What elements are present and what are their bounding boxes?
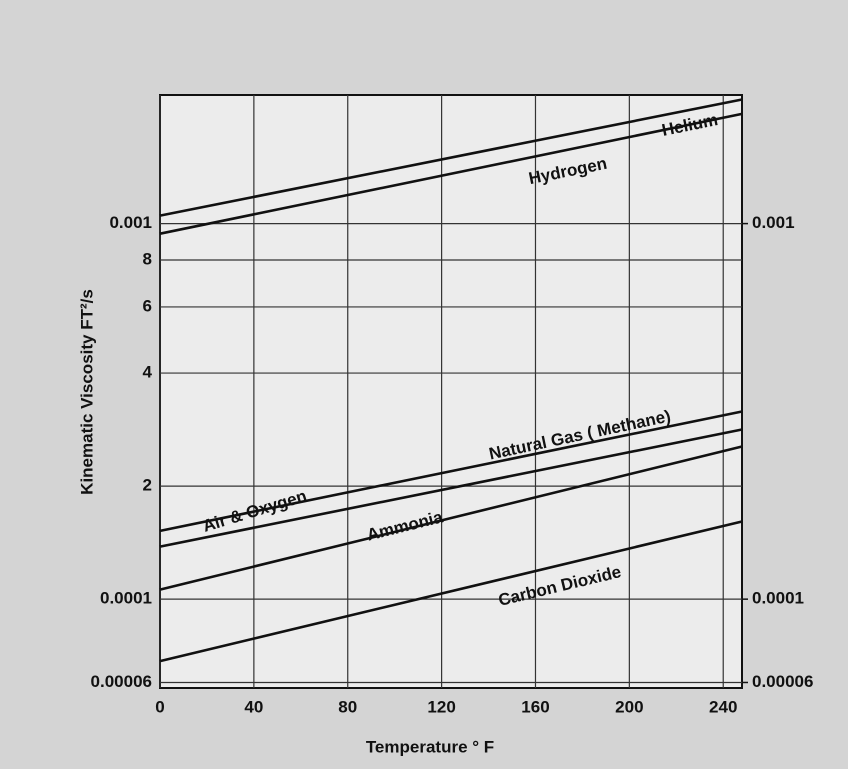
series-line [159,98,743,217]
x-tick-label: 240 [709,697,737,716]
y-tick-label: 0.001 [109,213,152,232]
x-axis-label: Temperature ° F [366,737,494,756]
y-tick-label: 8 [143,249,152,268]
y-axis-label: Kinematic Viscosity FT²/s [77,289,96,495]
series-line [159,520,743,663]
x-tick-label: 200 [615,697,643,716]
y-tick-label: 6 [143,296,152,315]
series-line [159,410,743,533]
series-line [159,112,743,235]
y-tick-label: 0.00006 [91,672,152,691]
y-tick-label: 4 [143,363,153,382]
y-tick-label: 2 [143,476,152,495]
x-tick-label: 40 [244,697,263,716]
x-tick-label: 120 [427,697,455,716]
series-line [159,445,743,591]
series-line [159,428,743,548]
y2-tick-label: 0.001 [752,213,795,232]
x-tick-label: 0 [155,697,164,716]
x-tick-label: 80 [338,697,357,716]
y-tick-label: 0.0001 [100,589,152,608]
y2-tick-label: 0.0001 [752,589,804,608]
plot-area [159,94,743,689]
y2-tick-label: 0.00006 [752,672,813,691]
x-tick-label: 160 [521,697,549,716]
